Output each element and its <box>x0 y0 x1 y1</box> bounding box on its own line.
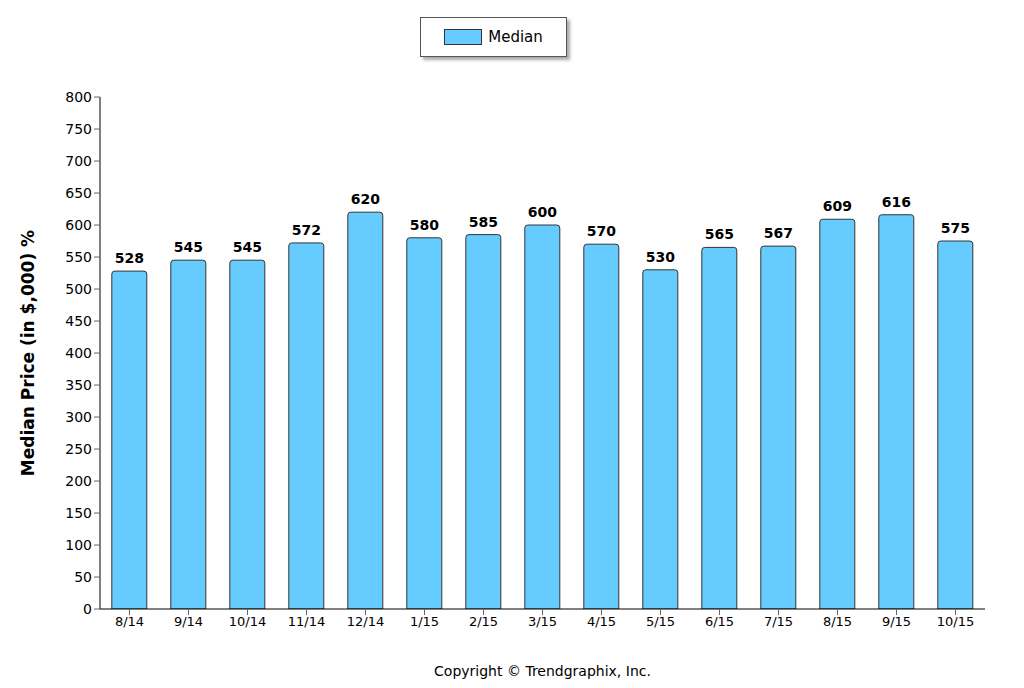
svg-text:650: 650 <box>65 185 92 201</box>
svg-text:570: 570 <box>587 223 616 239</box>
svg-text:Copyright © Trendgraphix, Inc.: Copyright © Trendgraphix, Inc. <box>434 663 651 679</box>
svg-text:0: 0 <box>83 601 92 617</box>
svg-text:545: 545 <box>174 239 203 255</box>
svg-text:8/14: 8/14 <box>115 614 144 629</box>
svg-text:565: 565 <box>705 226 734 242</box>
svg-text:616: 616 <box>882 194 911 210</box>
svg-text:3/15: 3/15 <box>528 614 557 629</box>
svg-text:1/15: 1/15 <box>410 614 439 629</box>
svg-text:600: 600 <box>528 204 557 220</box>
svg-text:12/14: 12/14 <box>347 614 384 629</box>
svg-text:530: 530 <box>646 249 675 265</box>
svg-text:500: 500 <box>65 281 92 297</box>
svg-text:550: 550 <box>65 249 92 265</box>
svg-text:700: 700 <box>65 153 92 169</box>
svg-text:575: 575 <box>941 220 970 236</box>
svg-text:10/15: 10/15 <box>937 614 974 629</box>
svg-text:585: 585 <box>469 214 498 230</box>
html-text:Median: Median <box>488 28 543 46</box>
svg-text:800: 800 <box>65 89 92 105</box>
svg-text:4/15: 4/15 <box>587 614 616 629</box>
svg-text:5/15: 5/15 <box>646 614 675 629</box>
svg-text:10/14: 10/14 <box>229 614 266 629</box>
svg-text:50: 50 <box>74 569 92 585</box>
svg-text:2/15: 2/15 <box>469 614 498 629</box>
svg-text:7/15: 7/15 <box>764 614 793 629</box>
svg-text:572: 572 <box>292 222 321 238</box>
svg-text:8/15: 8/15 <box>823 614 852 629</box>
svg-text:Median Price (in $,000) %: Median Price (in $,000) % <box>18 230 38 476</box>
svg-text:100: 100 <box>65 537 92 553</box>
svg-text:9/14: 9/14 <box>174 614 203 629</box>
svg-text:250: 250 <box>65 441 92 457</box>
svg-text:9/15: 9/15 <box>882 614 911 629</box>
svg-text:750: 750 <box>65 121 92 137</box>
svg-text:620: 620 <box>351 191 380 207</box>
svg-text:11/14: 11/14 <box>288 614 325 629</box>
svg-text:150: 150 <box>65 505 92 521</box>
svg-text:545: 545 <box>233 239 262 255</box>
svg-text:450: 450 <box>65 313 92 329</box>
svg-text:600: 600 <box>65 217 92 233</box>
svg-text:300: 300 <box>65 409 92 425</box>
svg-text:200: 200 <box>65 473 92 489</box>
svg-text:400: 400 <box>65 345 92 361</box>
svg-text:6/15: 6/15 <box>705 614 734 629</box>
svg-text:350: 350 <box>65 377 92 393</box>
svg-text:609: 609 <box>823 198 852 214</box>
svg-text:567: 567 <box>764 225 793 241</box>
svg-text:580: 580 <box>410 217 439 233</box>
svg-text:528: 528 <box>115 250 144 266</box>
